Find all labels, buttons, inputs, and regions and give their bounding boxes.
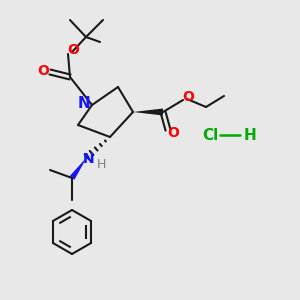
Polygon shape xyxy=(133,109,163,116)
Text: O: O xyxy=(182,90,194,104)
Polygon shape xyxy=(70,157,87,180)
Text: O: O xyxy=(37,64,49,78)
Text: H: H xyxy=(244,128,256,142)
Text: O: O xyxy=(167,126,179,140)
Text: O: O xyxy=(67,43,79,57)
Text: H: H xyxy=(96,158,106,172)
Text: N: N xyxy=(78,97,90,112)
Text: Cl: Cl xyxy=(202,128,218,142)
Text: N: N xyxy=(83,152,95,166)
